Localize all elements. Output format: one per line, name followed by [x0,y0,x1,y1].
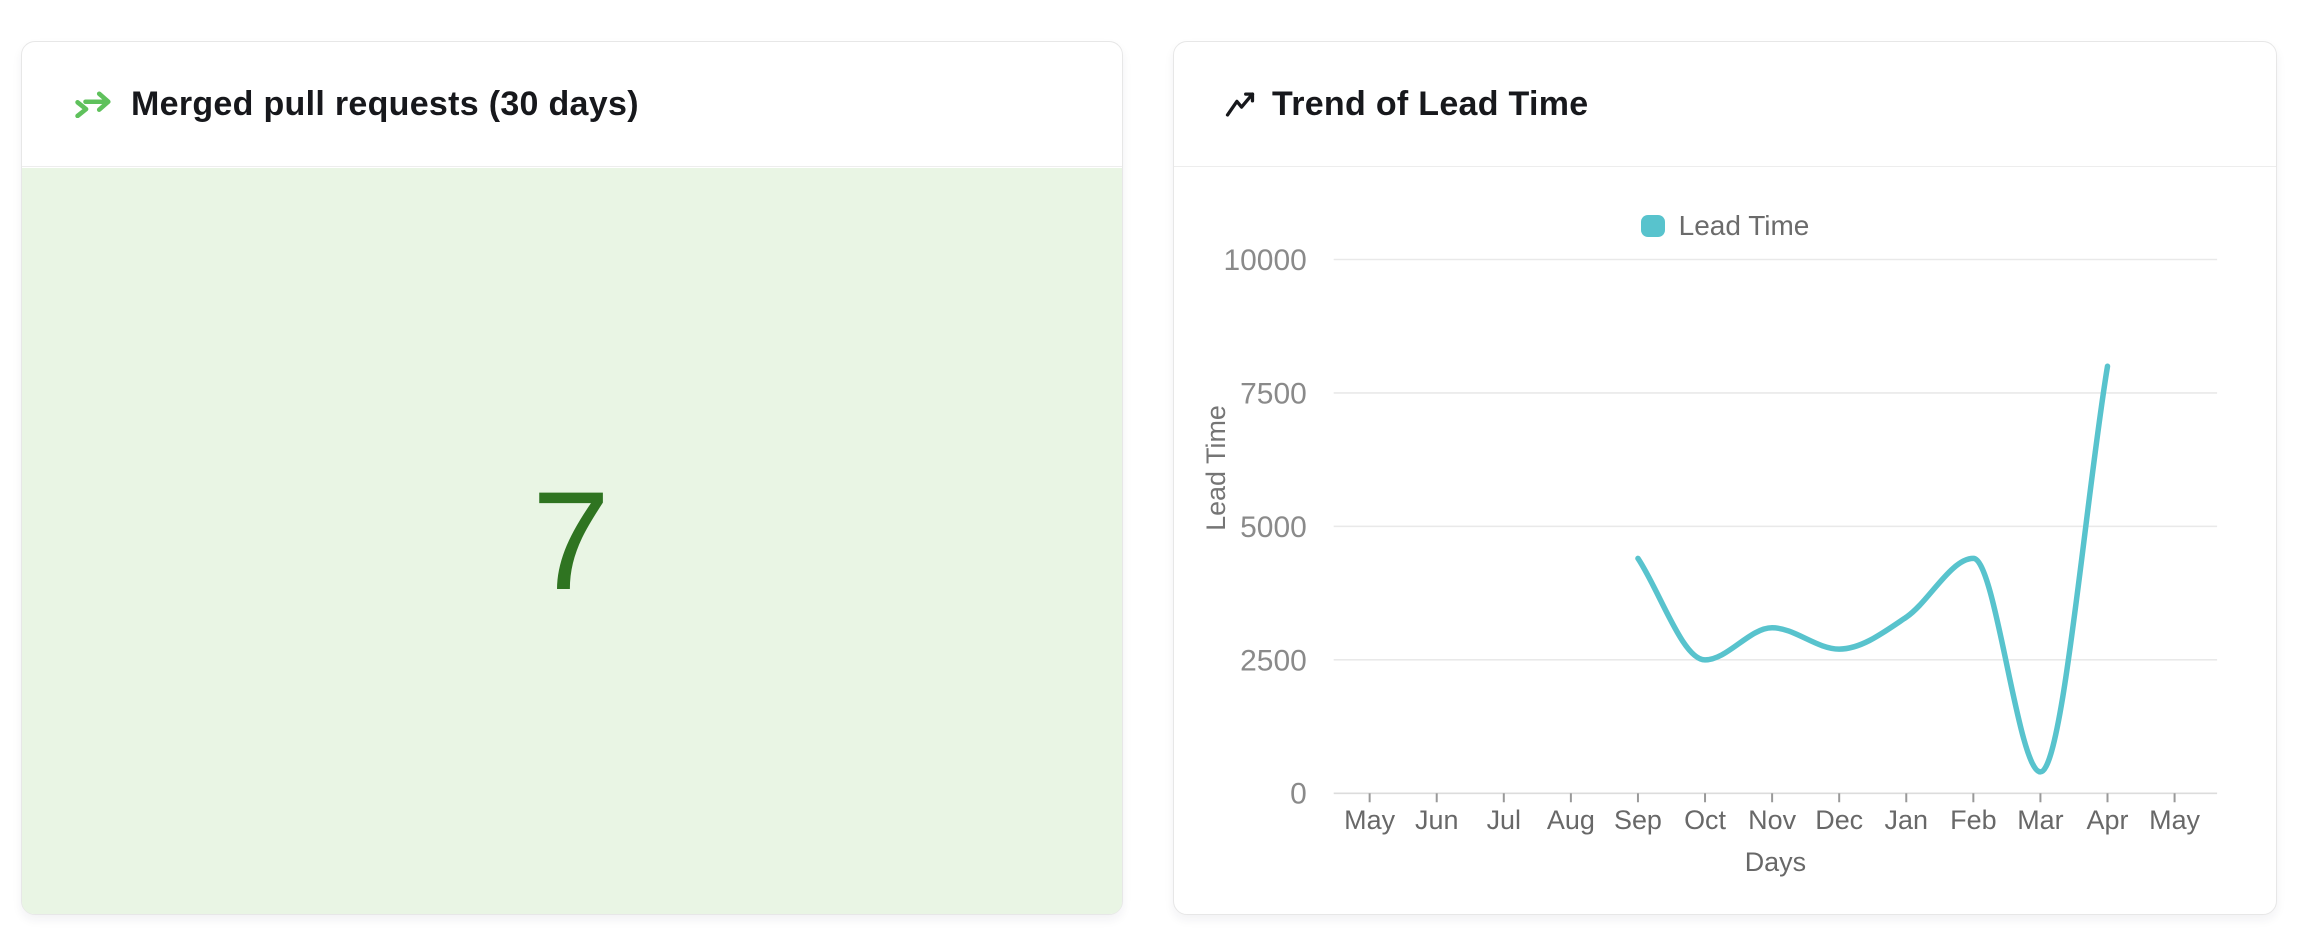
x-tick-label-10: Mar [2017,805,2063,835]
y-tick-label-5000: 5000 [1240,511,1307,544]
x-axis-title: Days [1745,847,1806,877]
x-tick-label-9: Feb [1950,805,1996,835]
legend-item-lead-time[interactable]: Lead Time [1640,210,1810,242]
x-tick-label-6: Nov [1748,805,1796,835]
lead-time-card-title: Trend of Lead Time [1272,84,1589,123]
chart-legend: Lead Time [1174,210,2276,242]
trend-icon [1225,91,1255,118]
chart-canvas[interactable]: 0 2500 5000 7500 10000 May Jun Jul Aug Sep Oct Nov D… [1174,42,2276,914]
y-tick-label-0: 0 [1290,778,1307,811]
lead-time-card: Trend of Lead Time 0 2500 5000 7500 10000 May… [1173,41,2277,915]
x-tick-label-1: Jun [1415,805,1458,835]
merged-pr-count: 7 [532,462,612,619]
y-axis-title: Lead Time [1201,405,1231,531]
legend-label: Lead Time [1678,210,1810,241]
legend-swatch [1640,215,1665,237]
y-tick-label-7500: 7500 [1240,377,1307,410]
lead-time-chart: 0 2500 5000 7500 10000 May Jun Jul Aug Sep Oct Nov D… [1174,42,2276,914]
y-tick-label-10000: 10000 [1224,244,1307,277]
x-tick-label-7: Dec [1815,805,1863,835]
x-tick-label-12: May [2149,805,2200,835]
merged-pr-card: Merged pull requests (30 days) 7 [21,41,1123,915]
x-tick-label-8: Jan [1885,805,1928,835]
x-tick-label-11: Apr [2087,805,2129,835]
x-tick-label-4: Sep [1614,805,1662,835]
lead-time-card-header: Trend of Lead Time [1174,42,2276,167]
merged-pr-value-panel: 7 [22,168,1122,914]
trend-line-lead-time [1635,363,2111,775]
x-tick-label-5: Oct [1684,805,1726,835]
merged-pr-card-title: Merged pull requests (30 days) [131,84,639,123]
x-tick-label-0: May [1344,805,1395,835]
y-tick-label-2500: 2500 [1240,644,1307,677]
x-tick-label-3: Aug [1547,805,1595,835]
merged-pr-card-header: Merged pull requests (30 days) [22,42,1122,167]
x-tick-label-2: Jul [1487,805,1521,835]
merged-pull-request-icon [73,90,114,118]
